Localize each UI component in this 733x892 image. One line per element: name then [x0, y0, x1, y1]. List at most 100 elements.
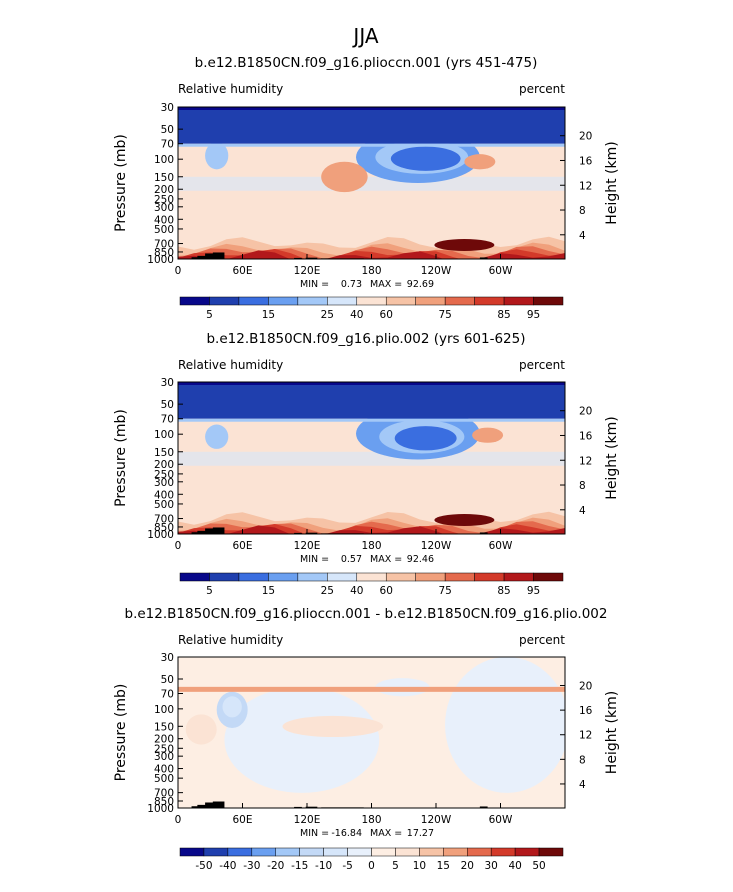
topography: [294, 257, 302, 259]
x-tick-label: 120W: [421, 814, 452, 826]
colorbar-swatch: [419, 847, 444, 857]
units-label: percent: [519, 358, 565, 372]
y-tick-label: 100: [154, 154, 174, 166]
colorbar-swatch: [268, 296, 299, 306]
y-tick-label: 700: [154, 239, 174, 251]
colorbar-label: 5: [392, 860, 399, 872]
colorbar: 5 15 25 40 60 75 85 95: [179, 296, 564, 321]
panel-title: b.e12.B1850CN.f09_g16.plioccn.001 (yrs 4…: [195, 55, 538, 71]
stat-max-label: MAX =: [370, 828, 402, 839]
topography: [212, 527, 225, 534]
stratosphere-band: [178, 382, 565, 385]
contour-cell: [472, 427, 504, 443]
x-tick-label: 120E: [294, 814, 321, 826]
y-tick-label: 50: [161, 399, 174, 411]
y-tick-label: 850: [154, 247, 174, 259]
colorbar-swatch: [356, 296, 387, 306]
colorbar-label: 95: [527, 585, 540, 597]
height-tick-label: 16: [579, 155, 593, 167]
colorbar-label: 85: [497, 309, 510, 321]
colorbar-label: 25: [321, 585, 334, 597]
height-tick-label: 12: [579, 455, 592, 467]
stat-max-label: MAX =: [370, 279, 402, 290]
contour-cell: [464, 154, 496, 170]
colorbar-swatch: [238, 296, 269, 306]
colorbar-label: 15: [262, 585, 275, 597]
y-tick-label: 100: [154, 704, 174, 716]
units-label: percent: [519, 82, 565, 96]
colorbar-swatch: [209, 296, 240, 306]
contour-field: [178, 107, 565, 259]
stat-min-value: 0.73: [341, 279, 362, 290]
contour-cell: [394, 426, 457, 451]
x-tick-label: 60W: [489, 540, 513, 552]
stat-min-value: 0.57: [341, 554, 362, 565]
colorbar-swatch: [503, 296, 534, 306]
topography: [205, 528, 221, 534]
panel-title: b.e12.B1850CN.f09_g16.plio.002 (yrs 601-…: [206, 331, 525, 347]
height-tick-label: 20: [579, 681, 592, 693]
colorbar-swatch: [209, 572, 240, 582]
colorbar-swatch: [275, 847, 300, 857]
topography: [205, 253, 221, 259]
contour-cell: [205, 424, 229, 449]
x-tick-label: 180: [361, 814, 381, 826]
x-tick-label: 120E: [294, 265, 321, 277]
y-tick-label: 70: [161, 414, 174, 426]
stat-min-value: -16.84: [331, 828, 362, 839]
variable-label: Relative humidity: [178, 358, 283, 372]
colorbar-label: 95: [527, 309, 540, 321]
stat-max-value: 92.69: [407, 279, 434, 290]
y-tick-label: 500: [154, 224, 174, 236]
colorbar-swatch: [503, 572, 534, 582]
contour-cell: [185, 714, 217, 745]
y-tick-label: 400: [154, 214, 174, 226]
height-tick-label: 8: [579, 480, 586, 492]
y-tick-label: 250: [154, 743, 174, 755]
colorbar-swatch: [347, 847, 372, 857]
rh-max-cell: [434, 239, 495, 251]
y-axis-title: Pressure (mb): [113, 134, 129, 232]
stat-max-value: 92.46: [407, 554, 434, 565]
colorbar-swatch: [179, 296, 210, 306]
topography: [205, 802, 221, 808]
colorbar-label: 50: [532, 860, 545, 872]
colorbar-swatch: [227, 847, 253, 857]
contour-cell: [282, 715, 384, 738]
stratosphere-band: [178, 686, 565, 692]
colorbar-label: 25: [321, 309, 334, 321]
colorbar-label: 40: [350, 585, 363, 597]
colorbar-swatch: [356, 572, 387, 582]
colorbar-swatch: [179, 847, 205, 857]
colorbar-swatch: [327, 572, 358, 582]
x-tick-label: 180: [361, 540, 381, 552]
height-tick-label: 12: [579, 730, 592, 742]
y-tick-label: 850: [154, 522, 174, 534]
contour-cell: [222, 696, 242, 718]
colorbar-swatch: [238, 572, 269, 582]
y-tick-label: 1000: [147, 529, 174, 541]
colorbar-label: 30: [485, 860, 498, 872]
y-tick-label: 700: [154, 788, 174, 800]
contour-cell: [464, 694, 511, 710]
x-tick-label: 0: [175, 265, 182, 277]
colorbar-swatch: [203, 847, 229, 857]
colorbar-label: -10: [315, 860, 332, 872]
y-axis-title: Pressure (mb): [113, 684, 129, 782]
colorbar-swatch: [444, 572, 475, 582]
topography: [479, 257, 488, 259]
height-tick-label: 20: [579, 406, 592, 418]
y-tick-label: 200: [154, 459, 174, 471]
y-tick-label: 30: [161, 377, 174, 389]
stratosphere-band: [178, 107, 565, 110]
colorbar-label: -30: [243, 860, 260, 872]
colorbar-swatch: [385, 572, 416, 582]
colorbar-label: 60: [380, 309, 393, 321]
colorbar-swatch: [490, 847, 516, 857]
colorbar-swatch: [299, 847, 324, 857]
y-tick-label: 150: [154, 447, 174, 459]
y-tick-label: 200: [154, 184, 174, 196]
colorbar-label: -15: [291, 860, 308, 872]
topography: [294, 806, 302, 808]
